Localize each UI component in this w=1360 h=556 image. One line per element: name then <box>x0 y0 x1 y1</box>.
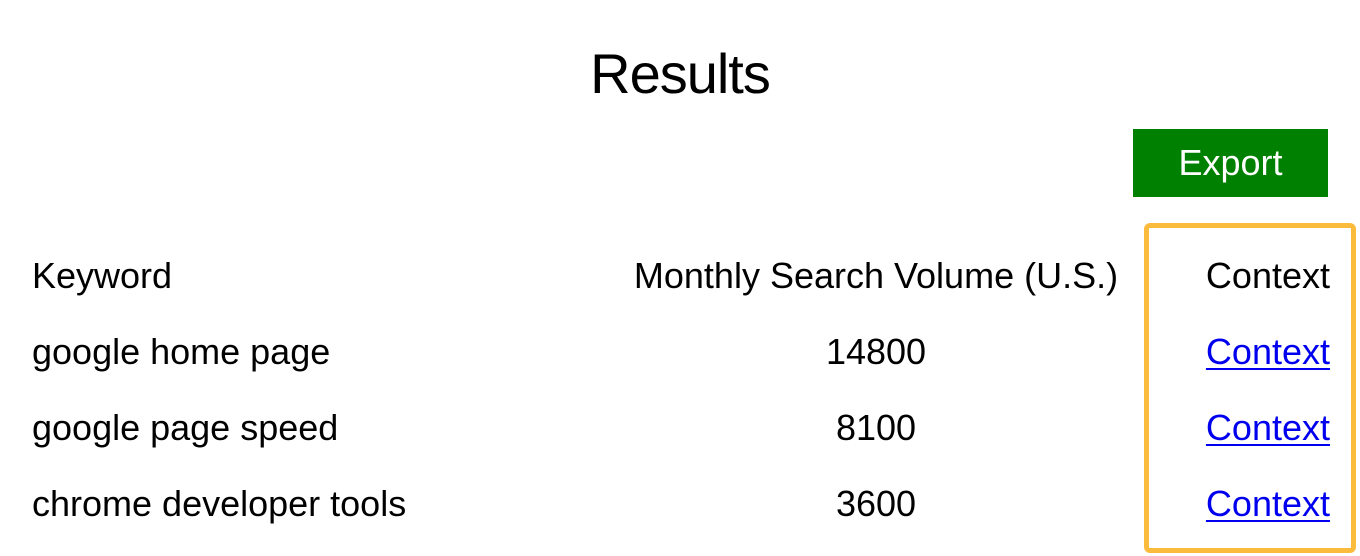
table-header: Keyword Monthly Search Volume (U.S.) Con… <box>32 238 1330 314</box>
results-table: Keyword Monthly Search Volume (U.S.) Con… <box>32 238 1330 542</box>
volume-column-header: Monthly Search Volume (U.S.) <box>633 255 1119 296</box>
header-row: Keyword Monthly Search Volume (U.S.) Con… <box>32 238 1330 314</box>
context-link[interactable]: Context <box>1205 407 1330 448</box>
table-row: google page speed 8100 Context <box>32 390 1330 466</box>
keyword-column-header: Keyword <box>32 255 173 296</box>
volume-cell: 3600 <box>835 483 917 524</box>
context-cell: Context <box>1130 390 1330 466</box>
page-title: Results <box>590 42 771 105</box>
table-body: google home page 14800 Context google pa… <box>32 314 1330 542</box>
volume-cell: 8100 <box>835 407 917 448</box>
keyword-cell: google page speed <box>32 407 339 448</box>
table-row: chrome developer tools 3600 Context <box>32 466 1330 542</box>
context-cell: Context <box>1130 466 1330 542</box>
context-link[interactable]: Context <box>1205 331 1330 372</box>
context-link[interactable]: Context <box>1205 483 1330 524</box>
context-cell: Context <box>1130 314 1330 390</box>
keyword-cell: google home page <box>32 331 331 372</box>
keyword-cell: chrome developer tools <box>32 483 407 524</box>
volume-cell: 14800 <box>825 331 927 372</box>
export-button[interactable]: Export <box>1133 129 1328 197</box>
context-column-header: Context <box>1205 255 1330 296</box>
table-row: google home page 14800 Context <box>32 314 1330 390</box>
